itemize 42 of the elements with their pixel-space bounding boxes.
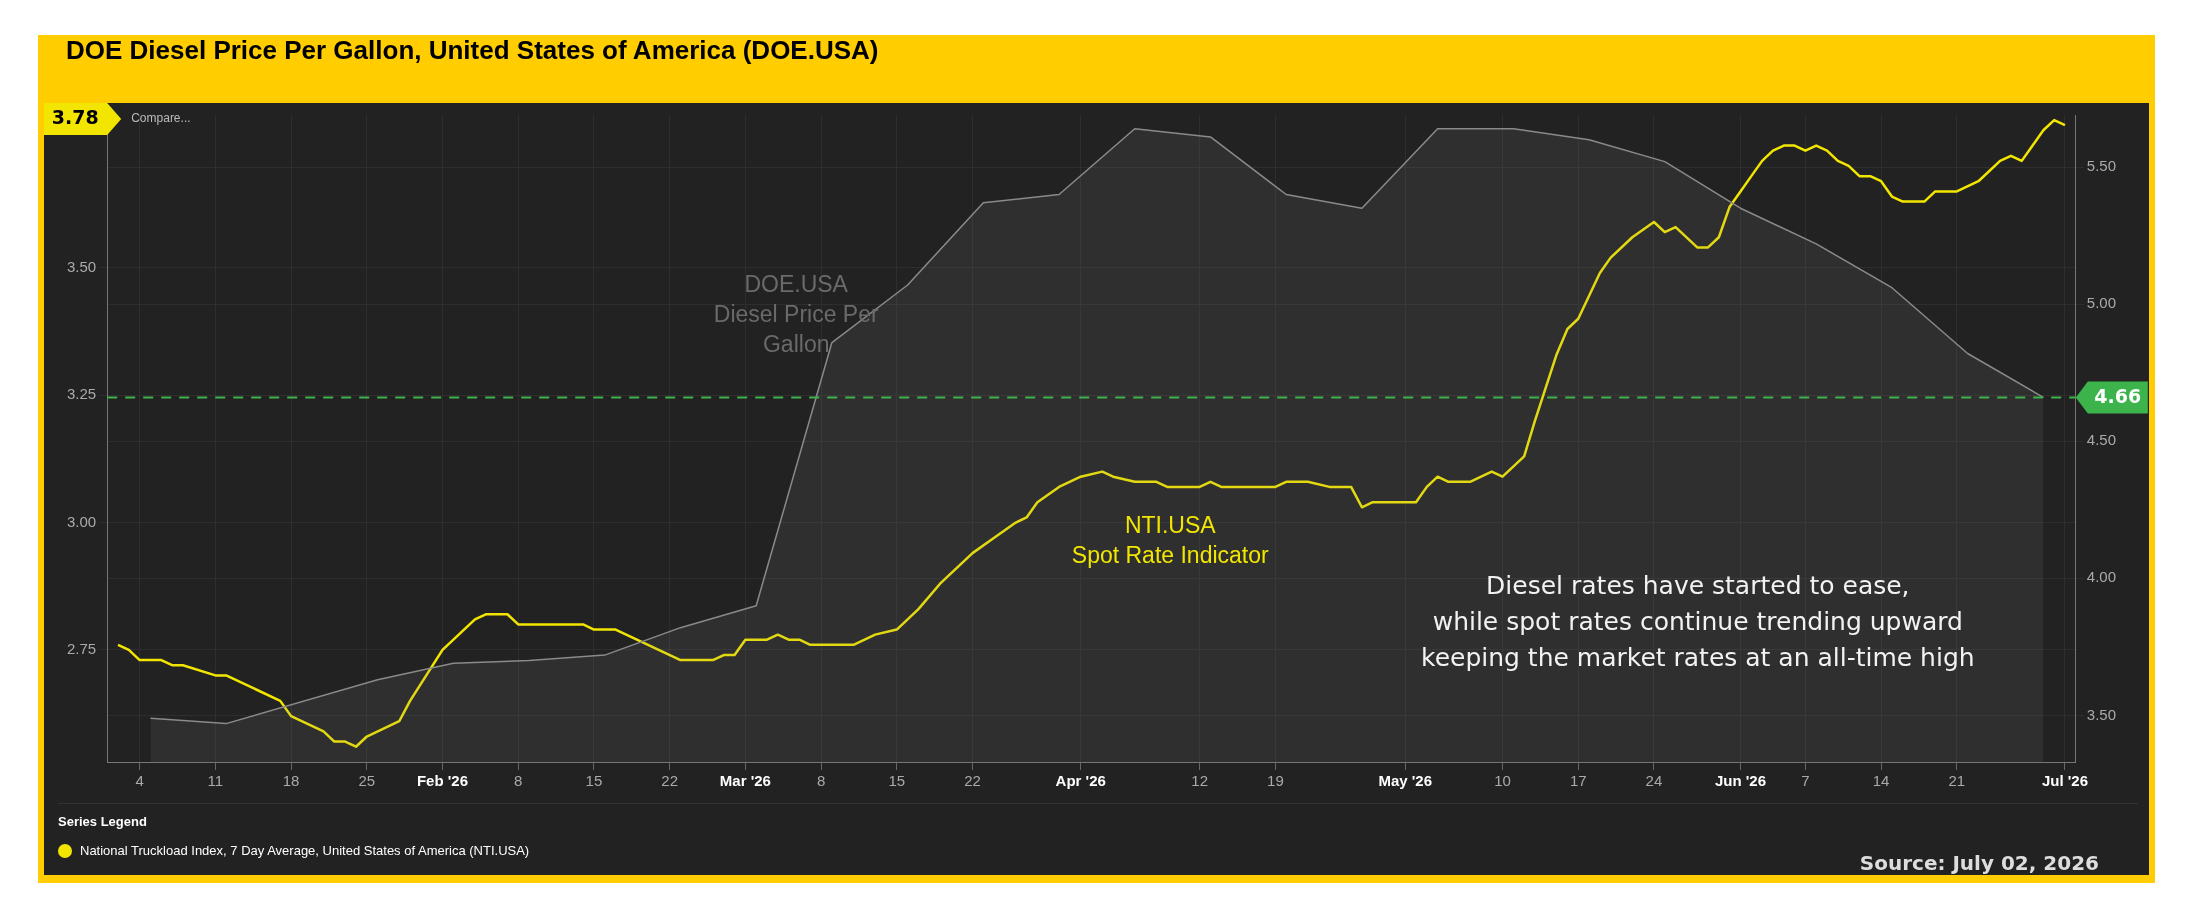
y-tick-label: 2.75 [66, 640, 97, 658]
x-tick-label: Mar '26 [719, 772, 771, 790]
x-tick-label: 17 [1569, 772, 1587, 790]
x-tick-label: 21 [1948, 772, 1966, 790]
y-tick-label: 3.00 [66, 512, 97, 530]
x-tick-label: May '26 [1378, 772, 1432, 790]
x-tick-label: 19 [1267, 772, 1284, 790]
source-note: Source: July 02, 2026 [1859, 851, 2099, 875]
y2-tick-label: 4.00 [2086, 568, 2117, 586]
x-tick-label: 14 [1872, 772, 1890, 790]
legend-label: National Truckload Index, 7 Day Average, United States of America (NTI.USA) [80, 843, 530, 858]
x-tick-label: 12 [1191, 772, 1209, 790]
x-tick-label: 4 [135, 772, 144, 790]
x-tick-label: 22 [964, 772, 981, 790]
text: 3.78 [51, 105, 99, 128]
y-tick-label: 3.25 [66, 385, 97, 403]
x-tick-label: Jun '26 [1714, 772, 1767, 790]
x-tick-label: Apr '26 [1055, 772, 1106, 790]
annotation: Diesel rates have started to ease, while spot rates continue trending upward keeping the market rates at an all-time high [1421, 570, 1975, 672]
x-tick-label: 7 [1801, 772, 1810, 790]
x-tick-label: 15 [585, 772, 603, 790]
x-tick-label: 8 [816, 772, 826, 790]
x-tick-label: 10 [1494, 772, 1511, 790]
annotation: NTI.USA Spot Rate Indicator [1071, 512, 1270, 569]
x-tick-label: 24 [1645, 772, 1663, 790]
x-tick-label: 8 [514, 772, 523, 790]
y2-tick-label: 3.50 [2086, 705, 2117, 723]
y2-tick-label: 5.00 [2086, 294, 2117, 312]
legend-title: Series Legend [58, 814, 148, 829]
x-tick-label: Jul '26 [2041, 772, 2089, 790]
x-tick-label: 15 [888, 772, 906, 790]
x-tick-label: 18 [282, 772, 300, 790]
chart-title: DOE Diesel Price Per Gallon, United States of America (DOE.USA) [66, 35, 879, 67]
y2-tick-label: 4.50 [2086, 431, 2117, 449]
x-tick-label: 25 [358, 772, 376, 790]
x-tick-label: Feb '26 [416, 772, 469, 790]
ref-line-label: 4.66 [2094, 385, 2142, 408]
y-tick-label: 3.50 [66, 257, 97, 275]
y2-tick-label: 5.50 [2086, 157, 2117, 175]
x-tick-label: 22 [661, 772, 678, 790]
annotation: Compare... [131, 111, 191, 126]
x-tick-label: 11 [207, 772, 224, 790]
